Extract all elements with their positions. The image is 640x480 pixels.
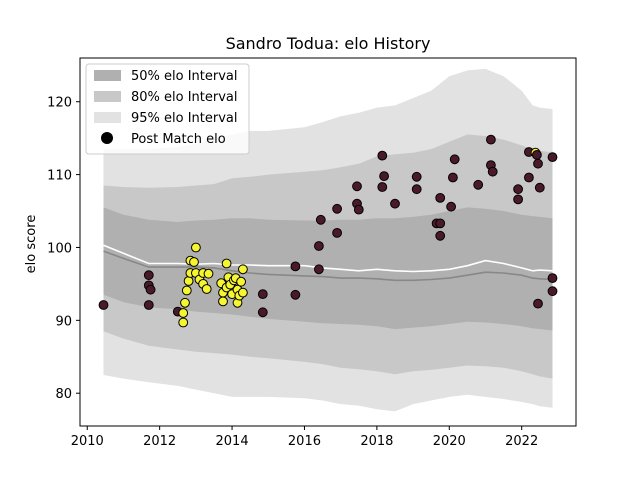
data-point [435,218,446,229]
y-axis-label: elo score [24,215,39,274]
data-point [238,264,248,275]
legend-label-80: 80% elo Interval [131,90,238,105]
y-tick-label: 100 [47,241,72,256]
x-tick-label: 2012 [143,434,176,449]
data-point [332,203,343,214]
legend-label-post-match: Post Match elo [131,132,226,147]
data-point [547,152,558,163]
legend-box [85,63,250,155]
x-tick-label: 2018 [360,434,393,449]
data-point [534,182,545,193]
legend-swatch-95 [94,112,121,123]
x-tick-label: 2014 [216,434,249,449]
axes-frame [79,57,577,427]
legend-label-50: 50% elo Interval [131,69,238,84]
data-point [145,284,156,295]
data-point [473,179,484,190]
data-point [238,287,248,298]
data-point [332,228,343,238]
data-point [143,300,154,310]
data-point [513,194,523,205]
data-point [236,276,247,287]
data-point [486,134,496,145]
data-point [533,298,543,309]
median-line [103,250,553,282]
x-tick-label: 2016 [288,434,321,449]
data-point [352,181,362,192]
data-point [390,198,400,209]
data-point [547,286,558,297]
data-point [379,171,390,182]
data-point [181,285,192,296]
legend-swatch-50 [94,70,121,81]
data-point [183,276,194,286]
data-point [411,184,422,195]
x-tick-label: 2010 [71,434,104,449]
data-point [189,257,199,267]
data-point [435,193,446,203]
legend-marker-post-match [101,132,113,144]
data-point [446,201,457,212]
data-point [353,204,364,215]
data-point [411,171,422,182]
data-point [191,242,201,253]
data-point [314,264,324,275]
y-axis-ticks: 80 90 100 110 120 [47,96,80,402]
data-point [98,300,109,310]
chart-title: Sandro Todua: elo History [226,34,431,53]
x-tick-label: 2022 [505,434,538,449]
legend-label-95: 95% elo Interval [131,111,238,126]
x-tick-label: 2020 [433,434,466,449]
data-point [449,154,460,165]
y-tick-label: 110 [47,169,72,184]
y-tick-label: 90 [55,314,72,329]
data-point [524,172,534,183]
y-tick-label: 120 [47,96,72,111]
data-point [218,296,228,307]
data-point [315,214,326,225]
data-point [377,182,388,192]
data-point [178,308,189,318]
data-point [377,150,388,161]
data-point [513,184,523,195]
x-axis-ticks: 2010 2012 2014 2016 2018 2020 2022 [71,426,538,449]
data-point [180,297,190,308]
data-point [314,241,324,251]
data-point [547,273,558,284]
data-point [203,268,214,279]
legend: 50% elo Interval 80% elo Interval 95% el… [85,63,250,155]
data-point [532,150,542,160]
data-point [290,261,301,272]
data-point [290,289,301,300]
legend-swatch-80 [94,91,121,102]
data-point [257,289,268,300]
data-point [221,258,232,269]
plot-area [79,57,577,427]
y-tick-label: 80 [55,387,72,402]
data-point [143,270,154,281]
data-point [257,307,268,318]
data-point [487,166,498,177]
data-point [178,317,189,328]
data-point [435,230,446,241]
data-point [533,158,543,169]
data-point [448,172,458,183]
data-point [201,284,212,294]
